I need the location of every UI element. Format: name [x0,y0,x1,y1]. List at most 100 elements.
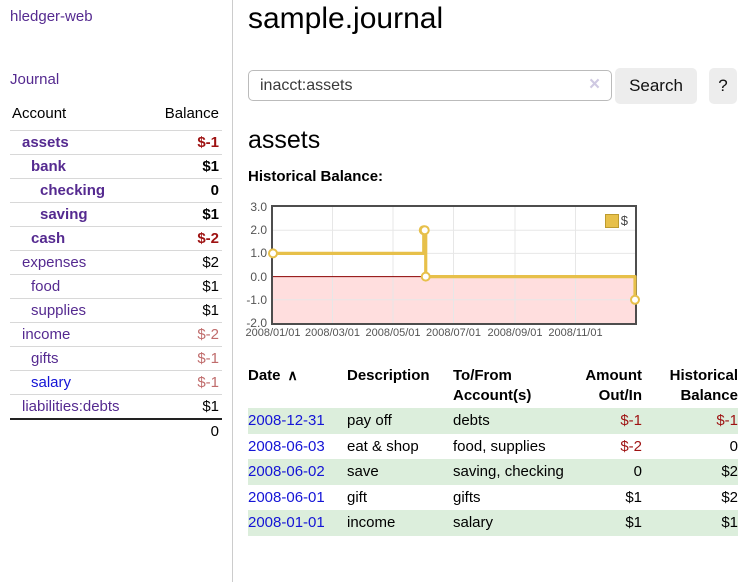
account-link[interactable]: liabilities:debts [22,398,120,415]
register-row: 2008-06-03 eat & shop food, supplies $-2 0 [248,434,738,460]
register-accounts: gifts [453,488,481,506]
account-link[interactable]: cash [31,230,66,247]
y-axis-tick: -2.0 [246,316,267,330]
register-balance: $1 [648,510,738,536]
x-axis-tick: 2008/07/01 [425,327,482,339]
register-accounts: salary [453,510,565,536]
register-date-link[interactable]: 2008-06-02 [248,463,325,480]
register-header-balance: Historical Balance [669,367,738,404]
account-balance: $2 [147,250,222,275]
account-balance: $1 [147,394,222,419]
register-date-link[interactable]: 2008-12-31 [248,412,325,429]
account-balance: 0 [147,178,222,203]
accounts-total-row: 0 [10,418,222,443]
account-row: food $1 [10,274,222,299]
register-table: Date ∧ Description To/From Account(s) Amo… [248,362,738,536]
register-header-description: Description [347,367,430,384]
account-balance: $-1 [147,346,222,371]
sidebar-item-journal[interactable]: Journal [10,71,60,88]
date-header-label: Date [248,367,281,384]
y-axis-tick: 0.0 [250,269,267,284]
account-row: gifts $-1 [10,346,222,371]
register-date-link[interactable]: 2008-06-01 [248,488,325,506]
legend-swatch-icon [604,213,619,228]
account-row: liabilities:debts $1 [10,394,222,419]
balance-chart: $ [268,205,640,325]
page-title: sample.journal [248,2,444,35]
account-link[interactable]: supplies [31,302,87,319]
x-axis-tick: 2008/11/01 [548,327,603,339]
register-row: 2008-06-02 save saving, checking 0 $2 [248,459,738,485]
accounts-header-balance: Balance [164,105,219,122]
account-row: expenses $2 [10,250,222,275]
accounts-total-balance: 0 [147,418,222,443]
account-balance: $-2 [147,322,222,347]
account-link[interactable]: checking [40,182,106,199]
register-description: save [347,459,453,485]
register-accounts: food, supplies [453,437,546,455]
account-link[interactable]: salary [31,374,72,391]
account-row: saving $1 [10,202,222,227]
account-link[interactable]: bank [31,158,67,175]
accounts-table: Account Balance assets $-1 bank $1 checking 0… [10,104,222,443]
register-header-date[interactable]: Date ∧ [248,362,347,408]
register-amount: $1 [565,510,648,536]
account-row: cash $-2 [10,226,222,251]
account-link[interactable]: assets [22,134,69,151]
account-row: salary $-1 [10,370,222,395]
account-row: assets $-1 [10,130,222,155]
accounts-header-account: Account [12,105,67,122]
register-accounts: debts [453,408,565,434]
app-title-link[interactable]: hledger-web [10,8,93,25]
sort-asc-icon: ∧ [287,367,298,383]
register-description: gift [347,488,368,506]
chart-y-axis: 3.0 2.0 1.0 0.0 -1.0 -2.0 [237,200,267,330]
register-amount: $1 [625,488,642,506]
y-axis-tick: 2.0 [250,223,267,238]
register-description: income [347,510,453,536]
x-axis-tick: 2008/03/01 [304,327,361,339]
account-balance: $1 [147,202,222,227]
register-balance: $2 [648,459,738,485]
account-link[interactable]: saving [40,206,88,223]
account-link[interactable]: gifts [31,350,59,367]
y-axis-tick: 3.0 [250,200,267,214]
register-row: 2008-12-31 pay off debts $-1 $-1 [248,408,738,434]
account-link[interactable]: income [22,326,71,343]
register-balance: 0 [729,437,738,455]
register-row: 2008-06-01 gift gifts $1 $2 [248,485,738,511]
account-balance: $-1 [147,130,222,155]
legend-label: $ [620,213,628,228]
register-date-link[interactable]: 2008-06-03 [248,437,325,455]
register-amount: $-2 [620,437,642,455]
x-axis-tick: 2008/05/01 [365,327,421,339]
account-balance: $1 [147,298,222,323]
register-amount: 0 [565,459,648,485]
chart-title: Historical Balance: [248,168,384,185]
register-balance: $2 [721,488,738,506]
account-link[interactable]: expenses [22,254,87,271]
account-link[interactable]: food [31,278,61,295]
chart-x-axis: 2008/01/01 2008/03/01 2008/05/01 2008/07/01… [245,327,635,341]
search-input[interactable] [248,70,612,101]
account-heading: assets [248,126,321,154]
x-axis-tick: 2008/01/01 [245,327,301,339]
help-button[interactable]: ? [709,68,737,104]
register-description: eat & shop [347,437,419,455]
clear-search-icon[interactable]: × [589,74,601,95]
register-balance: $-1 [648,408,738,434]
register-row: 2008-01-01 income salary $1 $1 [248,510,738,536]
account-row: checking 0 [10,178,222,203]
account-balance: $-1 [147,370,222,395]
account-row: bank $1 [10,154,222,179]
register-header-amount: Amount Out/In [585,367,642,404]
y-axis-tick: -1.0 [246,292,267,307]
account-balance: $1 [147,274,222,299]
search-button[interactable]: Search [615,68,697,104]
register-amount: $-1 [565,408,648,434]
sidebar: hledger-web Journal Account Balance asse… [0,0,233,582]
register-date-link[interactable]: 2008-01-01 [248,514,325,531]
x-axis-tick: 2008/09/01 [487,327,543,339]
account-balance: $1 [147,154,222,179]
register-description: pay off [347,408,453,434]
